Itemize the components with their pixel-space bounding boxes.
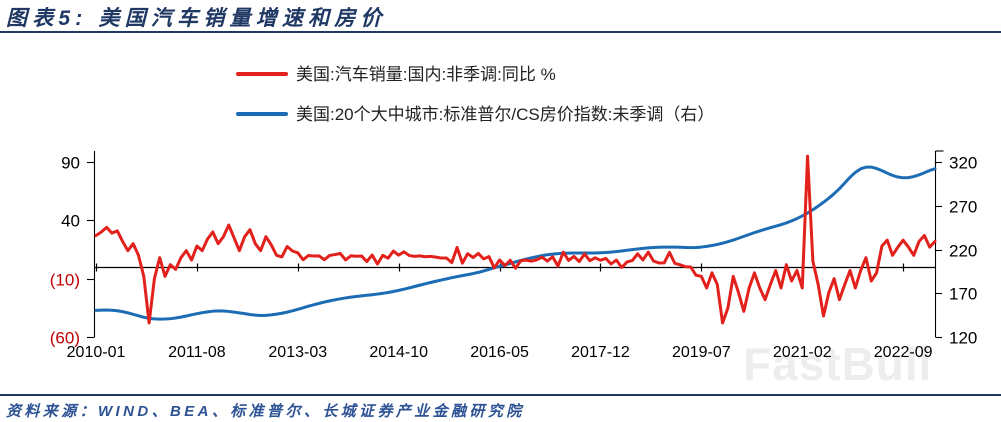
svg-text:2016-05: 2016-05 [470,344,529,361]
svg-text:2014-10: 2014-10 [369,344,428,361]
svg-text:2021-02: 2021-02 [773,344,832,361]
svg-text:2013-03: 2013-03 [268,344,327,361]
svg-text:40: 40 [61,212,80,231]
svg-text:90: 90 [61,154,80,173]
svg-text:(10): (10) [50,271,80,290]
svg-text:120: 120 [949,329,977,348]
svg-text:220: 220 [949,242,977,261]
svg-text:2010-01: 2010-01 [67,344,126,361]
svg-text:270: 270 [949,198,977,217]
svg-text:170: 170 [949,285,977,304]
svg-text:2017-12: 2017-12 [571,344,630,361]
svg-text:2022-09: 2022-09 [874,344,933,361]
svg-text:2011-08: 2011-08 [168,344,226,361]
svg-text:2019-07: 2019-07 [672,344,731,361]
svg-text:320: 320 [949,154,977,173]
